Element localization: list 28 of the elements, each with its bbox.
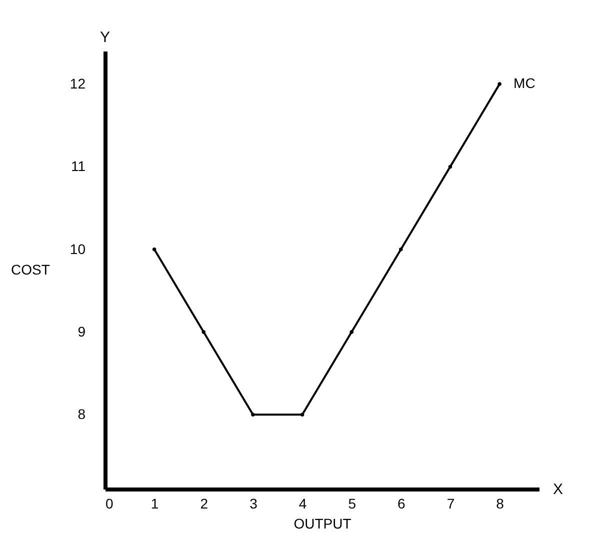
series-label: MC [514, 75, 536, 92]
y-tick-label: 9 [78, 323, 86, 340]
point [251, 412, 255, 416]
point [300, 412, 304, 416]
y-axis-title: COST [11, 262, 50, 278]
x-axis-title: OUTPUT [294, 516, 352, 532]
y-tick-label: 8 [78, 406, 86, 422]
x-tick-label: 4 [298, 496, 307, 512]
y-tick-label: 10 [70, 240, 86, 257]
point [202, 330, 206, 334]
point [152, 247, 156, 252]
x-tick-label: 7 [446, 496, 455, 512]
x-tick-label: 5 [348, 496, 356, 512]
x-tick-label: 0 [106, 496, 114, 512]
point [448, 164, 452, 169]
x-tick-label: 3 [250, 496, 258, 512]
x-tick-label: 1 [150, 496, 159, 512]
x-tick-label: 6 [398, 496, 406, 512]
y-tick-label: 12 [70, 76, 86, 92]
x-tick-label: 2 [200, 496, 208, 512]
point [350, 330, 354, 334]
x-tick-label: 8 [496, 496, 504, 512]
text: Y [100, 29, 110, 46]
text: X [553, 481, 564, 498]
y-tick-label: 11 [70, 158, 86, 174]
point [498, 82, 502, 86]
point [399, 247, 403, 252]
line-series [152, 82, 502, 416]
